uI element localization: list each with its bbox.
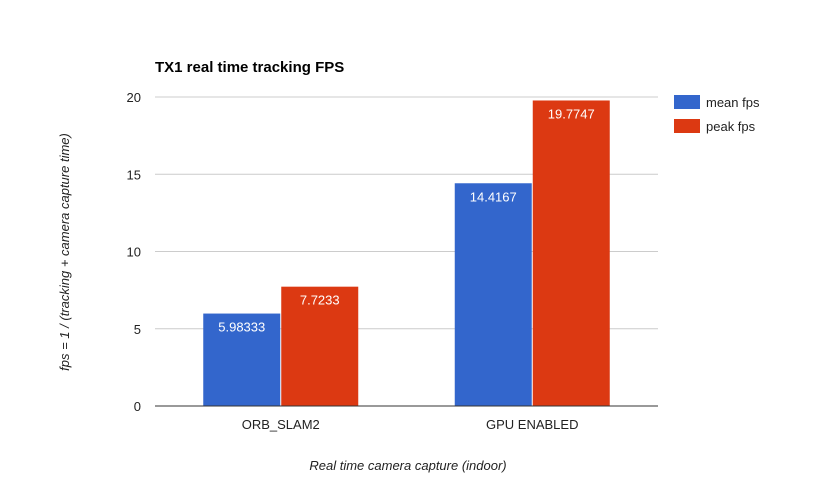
bar [281, 286, 359, 406]
y-axis-label: fps = 1 / (tracking + camera capture tim… [57, 133, 72, 371]
y-tick-label: 5 [134, 322, 141, 337]
bar-data-label: 7.7233 [300, 293, 340, 308]
legend-label: mean fps [706, 95, 760, 110]
bar [454, 183, 532, 406]
bar-data-label: 14.4167 [470, 189, 517, 204]
bars [203, 100, 610, 406]
bar [203, 313, 281, 406]
legend: mean fps peak fps [674, 95, 760, 134]
legend-label: peak fps [706, 119, 756, 134]
legend-swatch [674, 95, 700, 109]
bar-data-label: 5.98333 [218, 320, 265, 335]
y-tick-label: 20 [127, 90, 141, 105]
y-tick-label: 10 [127, 245, 141, 260]
bar-data-labels: 5.98333 7.7233 14.4167 19.7747 [218, 106, 595, 334]
x-tick-labels: ORB_SLAM2 GPU ENABLED [242, 417, 579, 432]
legend-swatch [674, 119, 700, 133]
bar-data-label: 19.7747 [548, 106, 595, 121]
x-tick-label: GPU ENABLED [486, 417, 578, 432]
chart-title: TX1 real time tracking FPS [155, 59, 344, 76]
x-axis-label: Real time camera capture (indoor) [309, 458, 506, 473]
y-tick-label: 0 [134, 399, 141, 414]
x-tick-label: ORB_SLAM2 [242, 417, 320, 432]
bar [532, 100, 610, 406]
y-tick-labels: 0 5 10 15 20 [127, 90, 141, 414]
y-tick-label: 15 [127, 167, 141, 182]
